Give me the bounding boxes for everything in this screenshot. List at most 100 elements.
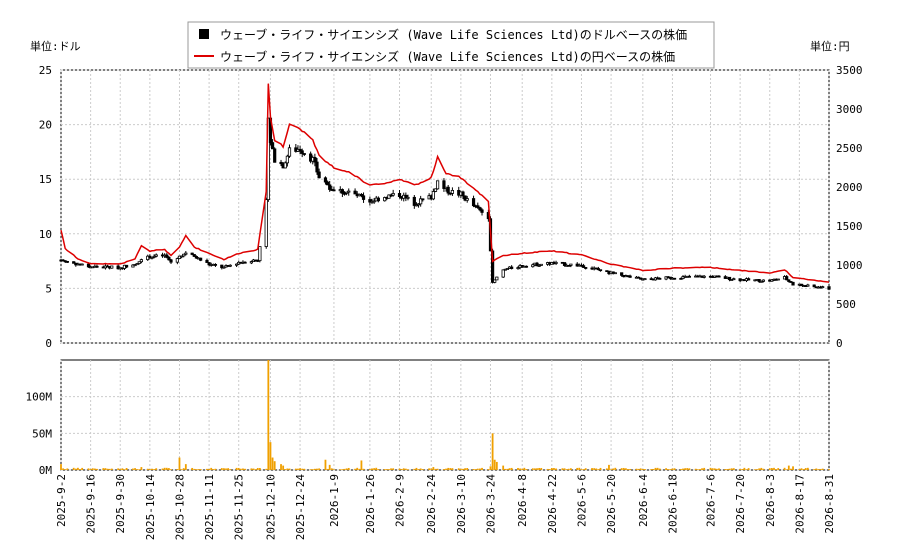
volume-bar <box>62 468 65 470</box>
volume-bar <box>768 468 771 470</box>
volume-bar <box>806 467 809 470</box>
volume-bar <box>787 465 790 470</box>
volume-bar <box>745 469 748 470</box>
volume-bar <box>652 468 655 470</box>
candle-body <box>442 180 446 189</box>
volume-tick-label: 50M <box>32 427 52 440</box>
candle-body <box>332 189 336 192</box>
volume-bar <box>288 468 291 470</box>
volume-bar <box>591 468 593 470</box>
volume-bar <box>476 468 479 470</box>
volume-bar <box>701 468 703 470</box>
volume-bar <box>93 468 96 470</box>
volume-bar <box>523 467 526 470</box>
volume-bar <box>709 467 712 470</box>
right-tick-label: 1500 <box>836 220 863 233</box>
volume-bar <box>569 468 572 470</box>
volume-bar <box>155 468 158 470</box>
volume-bar <box>550 467 553 470</box>
volume-bar <box>345 468 348 470</box>
volume-bar <box>356 467 359 470</box>
volume-bar <box>508 468 511 470</box>
volume-bar <box>430 468 433 470</box>
candle-body <box>368 199 372 203</box>
volume-bar <box>828 469 830 470</box>
volume-bar <box>280 464 282 470</box>
volume-bar <box>311 469 314 470</box>
volume-bar <box>163 467 166 470</box>
volume-bar <box>146 468 149 470</box>
candle-body <box>717 275 721 278</box>
volume-bar <box>220 468 223 470</box>
volume-bar <box>371 468 373 470</box>
volume-bar <box>813 469 816 470</box>
volume-bar <box>282 465 285 470</box>
volume-bar <box>534 468 536 470</box>
volume-bar <box>197 469 200 470</box>
volume-bar <box>390 468 392 470</box>
volume-bar <box>449 468 452 470</box>
volume-bar <box>804 468 807 470</box>
candle-body <box>620 272 624 276</box>
legend-box <box>187 21 715 69</box>
volume-bar <box>504 468 507 470</box>
volume-bar <box>713 468 716 470</box>
candle-body <box>192 254 196 257</box>
candle-body <box>493 279 497 283</box>
volume-bar <box>199 469 202 470</box>
volume-bar <box>178 457 181 470</box>
volume-bar <box>168 468 170 470</box>
candle-body <box>505 268 510 270</box>
x-tick-label: 2025-9-16 <box>85 474 98 534</box>
volume-bar <box>176 469 179 470</box>
volume-bar <box>519 468 522 470</box>
volume-bar <box>775 469 778 470</box>
volume-bar <box>644 469 646 470</box>
volume-bar <box>451 468 454 470</box>
x-tick-label: 2026-6-18 <box>666 474 679 534</box>
volume-bar <box>419 468 422 470</box>
volume-bar <box>474 469 477 470</box>
volume-bar <box>639 468 642 470</box>
volume-bar <box>680 468 682 470</box>
volume-bar <box>413 468 416 470</box>
candle-body <box>414 204 419 207</box>
volume-bar <box>165 467 168 470</box>
volume-bar <box>252 468 255 470</box>
volume-bar <box>354 468 356 470</box>
candle-body <box>150 256 154 259</box>
candle-body <box>821 286 825 289</box>
candle-body <box>184 252 188 255</box>
volume-bar <box>66 468 69 470</box>
volume-bar <box>138 469 141 470</box>
volume-bar <box>658 468 661 470</box>
volume-bar <box>333 469 335 470</box>
candle-body <box>133 264 137 267</box>
candle-body <box>827 286 831 290</box>
volume-bar <box>580 469 583 470</box>
volume-bar <box>641 469 644 470</box>
volume-bar <box>802 469 805 470</box>
candle-body <box>167 256 171 261</box>
candle-body <box>416 203 421 206</box>
candle-body <box>687 275 691 278</box>
right-tick-label: 0 <box>836 337 843 350</box>
candle-body <box>747 278 751 281</box>
x-tick-label: 2026-8-17 <box>793 474 806 534</box>
volume-bar <box>599 467 602 470</box>
candle-body <box>313 157 317 163</box>
candle-body <box>732 278 736 281</box>
volume-bar <box>578 467 581 470</box>
volume-bar <box>242 468 244 470</box>
candle-body <box>806 284 810 287</box>
volume-bar <box>208 468 210 470</box>
volume-bar <box>462 468 464 470</box>
candle-body <box>433 188 438 192</box>
volume-bar <box>404 468 407 470</box>
candle-body <box>65 260 69 263</box>
volume-bar <box>540 467 543 470</box>
candle-body <box>194 256 199 259</box>
candle-body <box>785 276 789 281</box>
volume-bar <box>773 467 775 470</box>
volume-bar <box>383 469 386 470</box>
